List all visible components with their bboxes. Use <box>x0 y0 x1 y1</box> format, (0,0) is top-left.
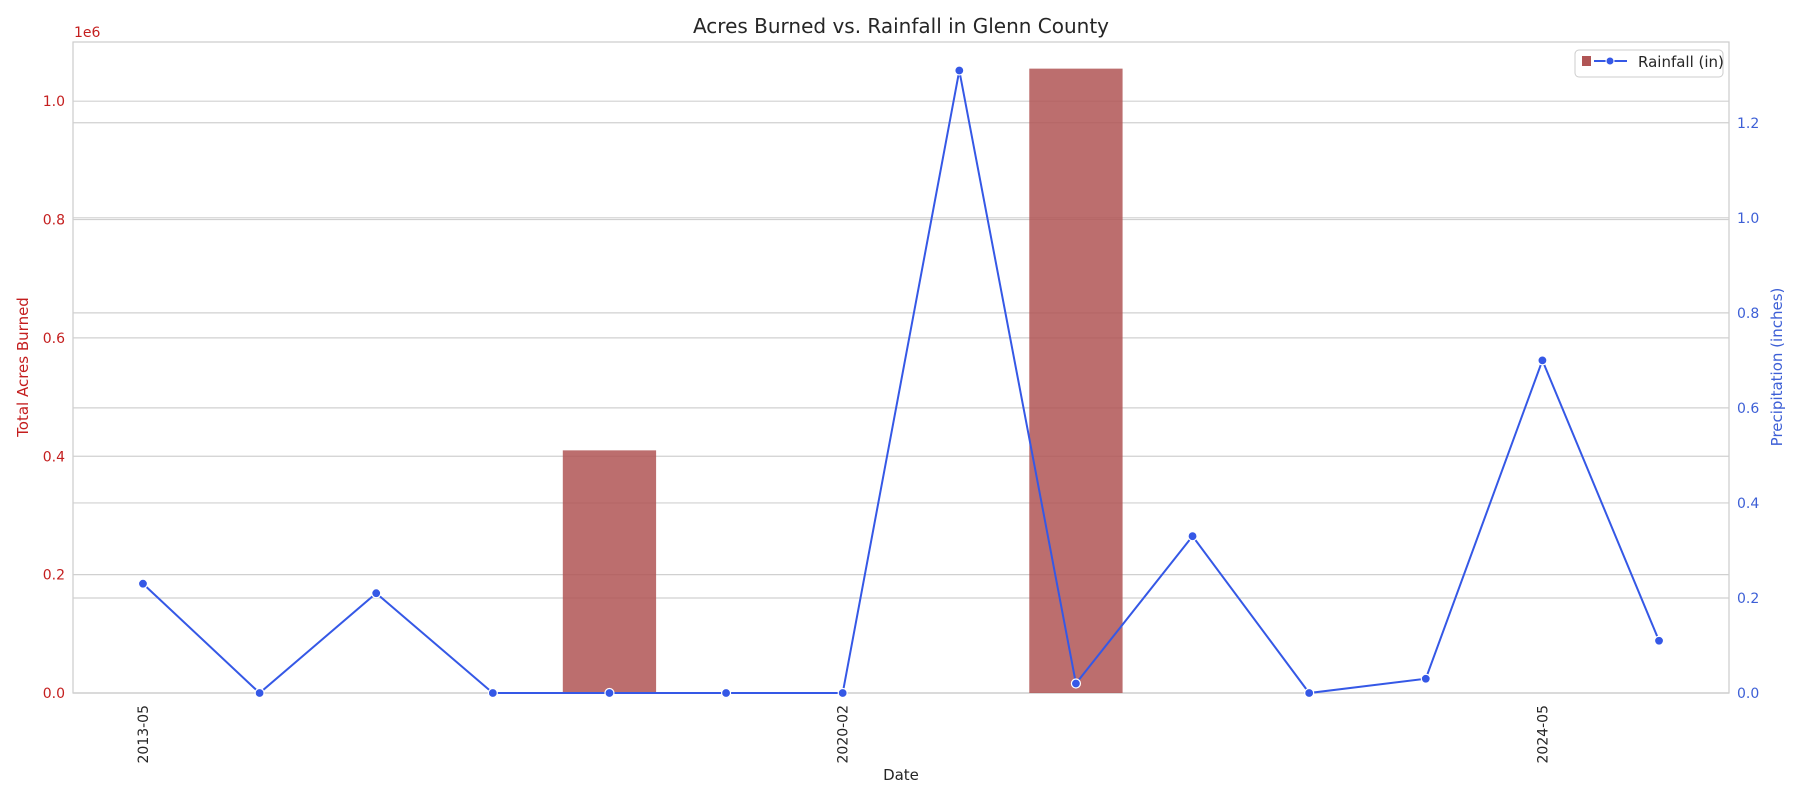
chart-title: Acres Burned vs. Rainfall in Glenn Count… <box>693 14 1109 38</box>
right-axis-ticks: 0.0 0.2 0.4 0.6 0.8 1.0 1.2 <box>1737 116 1759 702</box>
legend-line-label: Rainfall (in) <box>1638 53 1724 71</box>
x-tick-label: 2020-02 <box>836 705 852 764</box>
rainfall-line <box>142 70 1660 695</box>
acres-bar <box>1029 68 1123 693</box>
x-axis-ticks: 2013-05 2020-02 2024-05 <box>136 705 1551 764</box>
rainfall-point <box>1187 531 1198 542</box>
x-tick-label: 2024-05 <box>1535 705 1551 764</box>
rainfall-point <box>1537 355 1548 366</box>
right-tick-label: 1.2 <box>1737 116 1759 132</box>
right-tick-label: 1.0 <box>1737 211 1759 227</box>
legend-box <box>1574 49 1724 78</box>
rainfall-point <box>254 687 265 699</box>
right-tick-label: 0.4 <box>1737 496 1759 512</box>
legend-line-marker <box>1605 56 1615 66</box>
left-tick-label: 0.4 <box>43 449 65 465</box>
left-tick-label: 0.6 <box>43 331 65 347</box>
x-tick-label: 2013-05 <box>136 705 152 764</box>
right-tick-label: 0.2 <box>1737 591 1759 607</box>
rainfall-point <box>1070 678 1082 689</box>
line-series <box>137 65 1665 699</box>
left-axis-label: Total Acres Burned <box>14 297 32 438</box>
legend: Rainfall (in) <box>1574 49 1724 78</box>
rainfall-point <box>1304 687 1315 699</box>
rainfall-point <box>137 578 149 589</box>
acres-bar <box>562 450 657 693</box>
x-axis-label: Date <box>883 766 919 784</box>
rainfall-point <box>604 687 615 699</box>
right-gridlines <box>73 122 1729 694</box>
left-tick-label: 0.8 <box>43 213 65 229</box>
rainfall-point <box>1653 635 1665 646</box>
left-axis-ticks: 0.0 0.2 0.4 0.6 0.8 1.0 <box>43 94 65 702</box>
rainfall-point <box>1420 673 1431 684</box>
rainfall-point <box>487 687 498 699</box>
left-tick-label: 0.0 <box>43 686 65 702</box>
legend-bar-swatch <box>1582 56 1591 66</box>
bar-series <box>562 68 1123 693</box>
plot-background <box>72 41 1730 694</box>
rainfall-point <box>837 687 848 699</box>
rainfall-point <box>954 65 965 76</box>
right-axis-label: Precipitation (inches) <box>1768 288 1786 447</box>
left-tick-label: 1.0 <box>43 94 65 110</box>
right-tick-label: 0.8 <box>1737 306 1759 322</box>
rainfall-point <box>371 588 382 599</box>
left-tick-label: 0.2 <box>43 568 65 584</box>
right-tick-label: 0.0 <box>1737 686 1759 702</box>
right-tick-label: 0.6 <box>1737 401 1759 417</box>
rainfall-point <box>720 687 732 699</box>
left-axis-offset-label: 1e6 <box>74 25 101 41</box>
